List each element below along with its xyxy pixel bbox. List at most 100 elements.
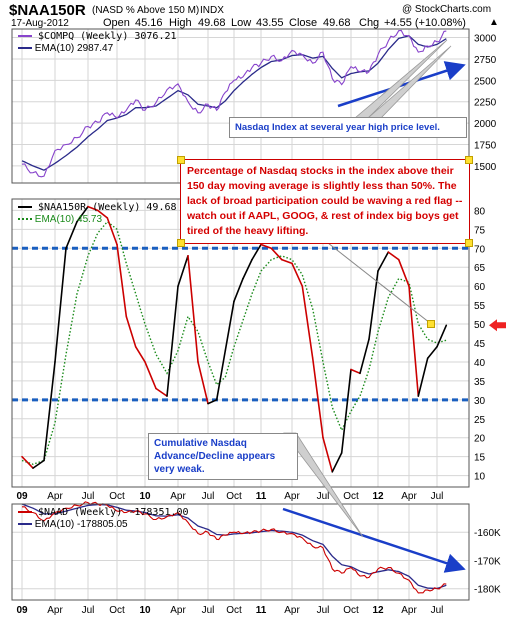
series-segment	[207, 398, 218, 405]
series-segment	[377, 251, 390, 272]
annotation-nasdaq: Nasdaq Index at several year high price …	[229, 117, 467, 138]
series-segment	[155, 387, 168, 397]
y-tick-label: -180K	[474, 585, 501, 596]
x-tick-label: Jul	[82, 491, 95, 502]
series-segment	[331, 452, 343, 473]
series-segment	[242, 258, 253, 280]
legend-compq-swatch	[18, 35, 32, 37]
y-tick-label: 80	[474, 206, 486, 217]
series-segment	[21, 455, 34, 469]
series-main-line	[22, 501, 447, 594]
series-segment	[215, 349, 227, 401]
y-tick-label: 2750	[474, 55, 497, 66]
x-tick-label: 11	[256, 605, 267, 616]
series-segment	[291, 262, 304, 288]
series-segment	[32, 459, 45, 469]
y-tick-label: -170K	[474, 556, 501, 567]
series-segment	[87, 205, 99, 212]
annotation-breadth: Percentage of Nasdaq stocks in the index…	[180, 159, 470, 244]
y-tick-label: 50	[474, 320, 486, 331]
x-tick-label: Apr	[284, 491, 300, 502]
chart-symbol-name: (NASD % Above 150 M)	[92, 5, 200, 16]
y-tick-label: 15	[474, 453, 486, 464]
panel-frame	[11, 503, 470, 601]
legend-naa-ema-swatch	[18, 218, 32, 221]
series-segment	[350, 368, 361, 375]
series-segment	[197, 361, 209, 405]
high-value: 49.68	[198, 17, 226, 29]
x-tick-label: Apr	[284, 605, 300, 616]
x-tick-label: 10	[139, 605, 151, 616]
x-tick-label: Jul	[82, 605, 95, 616]
legend-naa-ema-label: EMA(10) 45.73	[34, 214, 103, 225]
legend-naad-label: $NAAD (Weekly) -178351.00	[38, 507, 189, 518]
legend-naa-ema: EMA(10) 45.73	[18, 214, 102, 225]
series-ema-line	[21, 220, 447, 466]
chart-date: 17-Aug-2012	[11, 18, 69, 29]
legend-naad-ema-swatch	[18, 523, 32, 526]
x-tick-label: 12	[372, 491, 384, 502]
chg-value: +4.55 (+10.08%)	[384, 17, 466, 29]
series-segment	[224, 300, 235, 352]
x-tick-label: Jul	[317, 491, 330, 502]
y-tick-label: 2250	[474, 98, 497, 109]
x-tick-label: Jul	[317, 605, 330, 616]
x-tick-label: Apr	[47, 605, 63, 616]
x-tick-label: Apr	[170, 491, 186, 502]
series-segment	[144, 361, 157, 390]
y-tick-label: 25	[474, 415, 486, 426]
close-value: 49.68	[323, 17, 351, 29]
series-segment	[96, 209, 109, 219]
y-tick-label: 2000	[474, 119, 497, 130]
y-tick-label: 2500	[474, 76, 497, 87]
series-segment	[76, 205, 89, 223]
legend-naad-swatch	[18, 511, 32, 513]
series-segment	[65, 220, 78, 250]
series-segment	[166, 285, 179, 397]
x-tick-label: 11	[256, 491, 267, 502]
series-segment	[311, 357, 324, 439]
x-tick-label: Jul	[431, 605, 444, 616]
low-value: 43.55	[256, 17, 284, 29]
series-segment	[134, 345, 146, 363]
high-label: High	[169, 17, 192, 29]
annotation-handle	[177, 239, 185, 247]
series-segment	[397, 258, 410, 288]
legend-compq-label: $COMPQ (Weekly) 3076.21	[38, 31, 177, 42]
legend-naa: $NAA150R (Weekly) 49.68	[18, 202, 177, 213]
x-tick-label: 09	[16, 605, 28, 616]
x-tick-label: Oct	[343, 605, 359, 616]
legend-naad-ema-label: EMA(10) -178805.05	[34, 519, 128, 530]
trend-arrow-down	[282, 507, 466, 573]
y-tick-label: 3000	[474, 34, 497, 45]
series-segment	[387, 251, 400, 261]
x-tick-label: Oct	[226, 491, 242, 502]
series-segment	[187, 255, 199, 363]
y-tick-label: 40	[474, 358, 486, 369]
series-segment	[408, 285, 420, 397]
y-tick-label: 55	[474, 301, 486, 312]
open-value: 45.16	[135, 17, 163, 29]
series-segment	[177, 255, 189, 288]
y-tick-label: 30	[474, 396, 486, 407]
legend-compq: $COMPQ (Weekly) 3076.21	[18, 31, 177, 42]
chg-label: Chg	[359, 17, 380, 29]
y-tick-label: 60	[474, 282, 486, 293]
annotation-handle	[177, 156, 185, 164]
legend-naa-label: $NAA150R (Weekly) 49.68	[38, 202, 177, 213]
series-segment	[251, 243, 262, 261]
x-tick-label: Oct	[343, 491, 359, 502]
y-tick-label: 20	[474, 434, 486, 445]
y-tick-label: 10	[474, 472, 486, 483]
x-tick-label: Oct	[109, 491, 125, 502]
price-marker-arrow-icon	[489, 319, 506, 332]
annotation-handle	[465, 156, 473, 164]
annotation-handle	[465, 239, 473, 247]
series-segment	[322, 436, 334, 473]
x-tick-label: Apr	[401, 491, 417, 502]
y-tick-label: 1750	[474, 141, 497, 152]
series-segment	[417, 357, 429, 397]
y-tick-label: 65	[474, 263, 486, 274]
series-segment	[43, 361, 56, 462]
